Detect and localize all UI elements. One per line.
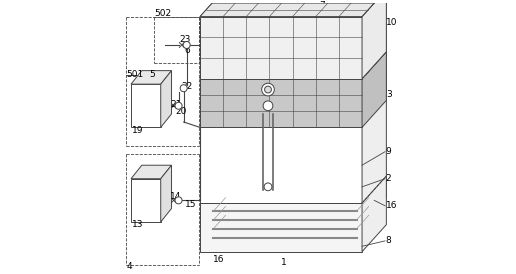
- Polygon shape: [160, 71, 171, 127]
- Circle shape: [183, 41, 190, 48]
- Circle shape: [175, 197, 182, 204]
- Text: 16: 16: [214, 255, 225, 264]
- Polygon shape: [131, 84, 160, 127]
- Polygon shape: [362, 3, 386, 225]
- Text: 21: 21: [170, 100, 182, 109]
- Text: 22: 22: [181, 82, 192, 91]
- Circle shape: [180, 85, 187, 92]
- Text: 2: 2: [386, 174, 392, 183]
- Text: 19: 19: [132, 125, 144, 135]
- Polygon shape: [200, 3, 386, 30]
- Text: 9: 9: [386, 147, 392, 156]
- Polygon shape: [200, 52, 386, 79]
- Text: 4: 4: [126, 262, 132, 271]
- Text: 501: 501: [126, 70, 143, 79]
- Polygon shape: [200, 203, 362, 252]
- Text: 15: 15: [185, 200, 196, 209]
- Polygon shape: [200, 17, 362, 79]
- Polygon shape: [362, 0, 386, 79]
- Text: 7: 7: [319, 1, 325, 10]
- Text: 502: 502: [155, 9, 172, 18]
- Text: 3: 3: [386, 90, 392, 99]
- Polygon shape: [131, 71, 171, 84]
- Polygon shape: [362, 52, 386, 127]
- Polygon shape: [200, 30, 362, 225]
- Circle shape: [264, 183, 272, 191]
- Polygon shape: [160, 165, 171, 222]
- Circle shape: [263, 101, 273, 111]
- Text: 8: 8: [386, 236, 392, 246]
- Circle shape: [265, 86, 271, 93]
- Text: 6: 6: [185, 46, 190, 55]
- Polygon shape: [200, 79, 362, 127]
- Text: 101: 101: [250, 4, 267, 13]
- Text: 10: 10: [386, 18, 397, 27]
- Circle shape: [175, 102, 182, 109]
- Text: 13: 13: [132, 220, 144, 229]
- Polygon shape: [362, 176, 386, 252]
- Polygon shape: [131, 165, 171, 179]
- Text: 1: 1: [281, 258, 287, 267]
- Text: 14: 14: [170, 192, 182, 201]
- Polygon shape: [200, 0, 386, 17]
- Text: 20: 20: [175, 107, 187, 116]
- Text: 5: 5: [149, 70, 155, 79]
- Polygon shape: [131, 179, 160, 222]
- Text: 23: 23: [180, 35, 191, 44]
- Text: 16: 16: [386, 201, 397, 210]
- Circle shape: [262, 83, 275, 96]
